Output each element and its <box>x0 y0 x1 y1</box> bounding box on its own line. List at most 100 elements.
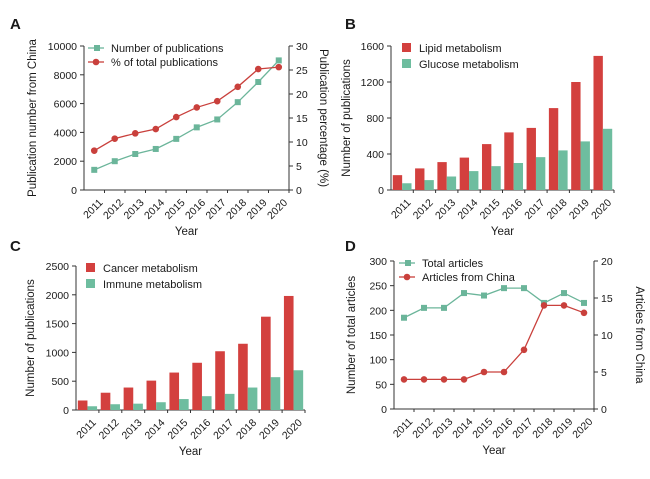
data-point <box>275 63 283 71</box>
bar-glucose-metabolism <box>491 166 501 190</box>
y-axis-title: Number of publications <box>25 279 37 397</box>
legend-label: Cancer metabolism <box>103 263 198 275</box>
legend-swatch <box>86 263 95 272</box>
y-tick-label: 1600 <box>361 41 385 53</box>
bar-glucose-metabolism <box>424 180 434 190</box>
x-tick-label: 2013 <box>122 197 147 222</box>
legend-item: Cancer metabolism <box>86 263 198 275</box>
panel-c: C050010001500200025002011201220132014201… <box>10 238 306 458</box>
x-tick-label: 2013 <box>120 417 145 442</box>
x-tick-label: 2019 <box>567 197 592 222</box>
bar-immune-metabolism <box>156 402 166 410</box>
y-tick-label: 500 <box>51 376 69 388</box>
legend-item: Glucose metabolism <box>402 59 519 71</box>
y-tick-label: 100 <box>369 355 387 367</box>
series-line-number-of-publications <box>93 59 280 171</box>
bar-cancer-metabolism <box>192 362 202 410</box>
y-right-tick-label: 5 <box>296 161 302 173</box>
y-tick-label: 8000 <box>54 70 78 82</box>
legend-item: Lipid metabolism <box>402 43 502 55</box>
bar-lipid-metabolism <box>571 82 581 190</box>
x-tick-label: 2018 <box>234 417 259 442</box>
y-right-tick-label: 30 <box>296 41 308 53</box>
x-tick-label: 2011 <box>74 417 99 442</box>
bar-lipid-metabolism <box>437 162 447 190</box>
data-point <box>420 376 428 383</box>
x-tick-label: 2015 <box>470 416 495 441</box>
y-right-tick-label: 15 <box>601 293 613 305</box>
data-point <box>540 302 548 309</box>
data-point <box>580 309 588 317</box>
data-point <box>234 99 241 106</box>
bar-glucose-metabolism <box>558 150 568 190</box>
x-tick-label: 2019 <box>245 197 270 222</box>
data-point <box>521 285 527 292</box>
data-point <box>234 83 242 91</box>
bar-glucose-metabolism <box>580 141 590 190</box>
x-tick-label: 2014 <box>450 416 475 441</box>
panel-b: B 0 400 800 1200 1600 201120122013201420152016… <box>341 16 615 238</box>
bar-glucose-metabolism <box>446 176 457 190</box>
bar-immune-metabolism <box>201 396 212 410</box>
bar-lipid-metabolism <box>415 168 425 190</box>
data-point <box>193 104 201 111</box>
legend-swatch <box>402 59 411 68</box>
x-tick-label: 2016 <box>183 197 208 222</box>
data-point <box>461 290 467 297</box>
x-tick-label: 2017 <box>204 197 229 222</box>
x-tick-label: 2012 <box>411 197 436 222</box>
x-tick-label: 2018 <box>224 197 249 222</box>
legend-item: % of total publications <box>88 57 219 69</box>
y-tick-label: 50 <box>375 379 387 391</box>
x-tick-label: 2015 <box>163 197 188 222</box>
y-tick-label: 300 <box>369 256 387 268</box>
x-tick-label: 2019 <box>257 417 282 442</box>
x-tick-label: 2012 <box>101 197 126 222</box>
data-point <box>172 113 180 121</box>
data-point <box>581 299 587 306</box>
legend-label: Articles from China <box>422 272 516 284</box>
legend-marker <box>405 260 411 266</box>
data-point <box>500 368 508 376</box>
bar-lipid-metabolism <box>392 175 403 190</box>
bar-immune-metabolism <box>224 393 235 410</box>
data-point <box>111 135 119 142</box>
data-point <box>480 368 488 376</box>
bar-immune-metabolism <box>179 399 189 410</box>
y-axis-title: Number of publications <box>341 59 353 177</box>
panel-d: D050100150200250300051015202011201220132… <box>345 238 645 457</box>
y-right-tick-label: 25 <box>296 65 308 77</box>
y-tick-label: 0 <box>63 405 69 417</box>
y-tick-label: 10000 <box>48 41 77 53</box>
x-tick-label: 2013 <box>433 197 458 222</box>
bar-cancer-metabolism <box>123 387 134 410</box>
legend-marker <box>92 58 100 66</box>
bar-lipid-metabolism <box>459 157 470 190</box>
bar-immune-metabolism <box>110 404 120 410</box>
bar-immune-metabolism <box>247 387 258 410</box>
data-point <box>152 125 160 133</box>
y-right-tick-label: 10 <box>296 137 308 149</box>
data-point <box>561 290 567 297</box>
bar-glucose-metabolism <box>535 157 546 190</box>
bar-cancer-metabolism <box>261 316 271 410</box>
bar-cancer-metabolism <box>238 343 248 410</box>
x-tick-label: 2015 <box>478 197 503 222</box>
legend-item: Articles from China <box>399 272 516 284</box>
x-tick-label: 2020 <box>265 197 290 222</box>
x-tick-label: 2018 <box>545 197 570 222</box>
x-tick-label: 2011 <box>391 416 416 441</box>
y-right-tick-label: 0 <box>296 185 302 197</box>
y-tick-label: 1000 <box>46 347 70 359</box>
y-tick-label: 2500 <box>46 261 70 273</box>
x-tick-label: 2014 <box>142 197 167 222</box>
bar-immune-metabolism <box>87 406 98 410</box>
x-tick-label: 2014 <box>455 197 480 222</box>
y-tick-label: 1200 <box>361 77 385 89</box>
data-point <box>481 292 487 299</box>
legend-item: Number of publications <box>88 43 224 55</box>
x-axis-title: Year <box>179 446 202 458</box>
data-point <box>400 376 408 383</box>
y-right-tick-label: 5 <box>601 367 607 379</box>
data-point <box>275 57 282 64</box>
